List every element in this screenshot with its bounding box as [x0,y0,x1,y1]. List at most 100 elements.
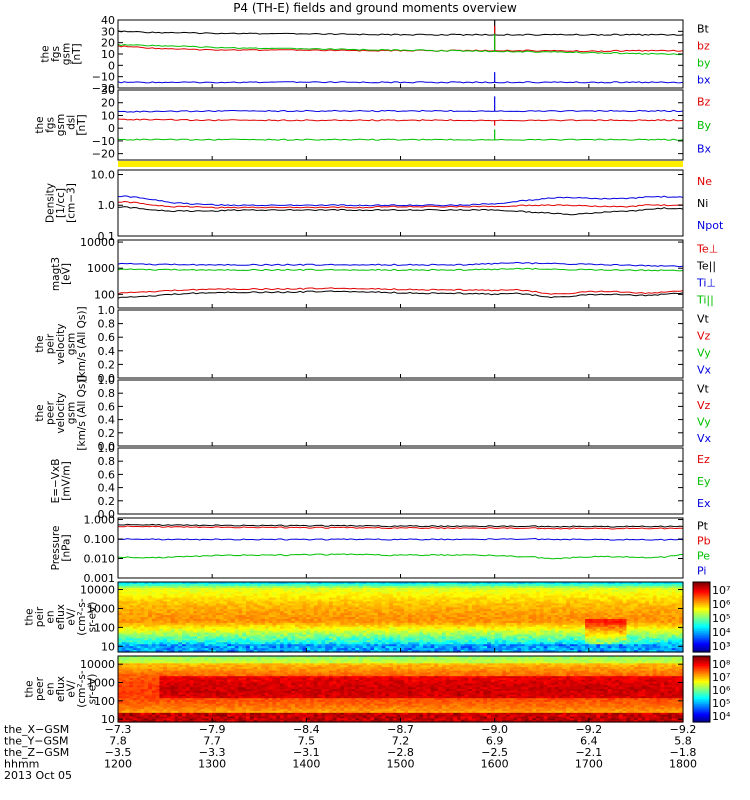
heatmap-cell [370,648,375,651]
heatmap-cell [392,615,398,618]
heatmap-cell [310,585,315,589]
heatmap-cell [445,607,451,610]
heatmap-cell [404,630,409,634]
heatmap-cell [144,587,149,591]
heatmap-cell [223,617,228,620]
heatmap-cell [607,644,613,647]
heatmap-cell [125,617,130,620]
heatmap-cell [313,615,319,618]
heatmap-cell [573,603,579,606]
heatmap-cell [509,595,515,599]
heatmap-cell [200,632,206,636]
heatmap-cell [581,628,586,632]
heatmap-cell [238,587,243,591]
heatmap-cell [362,593,368,597]
heatmap-cell [596,634,601,638]
legend-entry: by [697,57,711,70]
heatmap-cell [118,589,123,593]
heatmap-cell [389,593,394,597]
heatmap-cell [472,615,477,618]
heatmap-cell [581,603,586,606]
heatmap-cell [502,617,507,620]
heatmap-cell [219,642,225,645]
heatmap-cell [611,597,616,601]
heatmap-cell [366,650,371,653]
heatmap-cell [487,597,492,601]
heatmap-cell [332,613,338,616]
heatmap-cell [174,617,179,620]
heatmap-cell [227,646,232,649]
heatmap-cell [325,646,330,649]
heatmap-cell [366,609,371,612]
heatmap-cell [310,597,315,601]
heatmap-cell [396,638,402,641]
heatmap-cell [577,617,582,620]
heatmap-cell [453,640,458,643]
heatmap-cell [494,615,500,618]
heatmap-cell [381,630,387,634]
heatmap-cell [351,622,356,626]
heatmap-cell [163,630,168,634]
heatmap-cell [505,589,511,593]
heatmap-cell [468,624,473,628]
heatmap-cell [182,589,187,593]
heatmap-cell [449,620,454,624]
heatmap-cell [336,601,341,604]
heatmap-cell [426,605,432,608]
heatmap-cell [257,613,262,616]
heatmap-cell [336,620,341,624]
heatmap-cell [487,638,492,641]
heatmap-cell [558,601,564,604]
heatmap-cell [434,613,439,616]
heatmap-cell [419,603,424,606]
heatmap-cell [558,597,564,601]
heatmap-cell [347,624,353,628]
heatmap-cell [581,597,586,601]
heatmap-cell [554,591,560,595]
heatmap-cell [238,646,243,649]
heatmap-cell [426,648,432,651]
heatmap-cell [487,620,492,624]
heatmap-cell [592,626,597,630]
heatmap-cell [272,605,277,608]
heatmap-cell [212,589,217,593]
heatmap-cell [140,644,145,647]
heatmap-cell [238,626,243,630]
heatmap-cell [332,603,338,606]
heatmap-cell [408,620,413,624]
heatmap-cell [588,628,594,632]
heatmap-cell [430,622,435,626]
heatmap-cell [423,601,428,604]
heatmap-cell [359,585,364,589]
heatmap-cell [513,597,518,601]
heatmap-cell [219,587,225,591]
heatmap-cell [242,613,247,616]
heatmap-cell [344,622,349,626]
heatmap-cell [344,650,349,653]
heatmap-cell [611,617,616,620]
series-line-Te⊥ [117,287,684,295]
heatmap-cell [596,644,601,647]
heatmap-cell [502,630,507,634]
heatmap-cell [189,613,194,616]
heatmap-cell [596,624,601,628]
heatmap-cell [317,646,322,649]
heatmap-cell [306,632,311,636]
heatmap-cell [430,593,435,597]
heatmap-cell [449,601,454,604]
heatmap-cell [276,626,281,630]
heatmap-cell [359,593,364,597]
heatmap-cell [585,634,590,638]
heatmap-cell [287,603,292,606]
heatmap-cell [600,636,605,639]
heatmap-cell [227,585,232,589]
heatmap-cell [344,609,349,612]
heatmap-cell [592,630,597,634]
heatmap-cell [215,617,221,620]
heatmap-cell [392,618,398,622]
heatmap-cell [472,630,477,634]
heatmap-cell [193,618,198,622]
heatmap-cell [483,628,488,632]
heatmap-cell [200,595,206,599]
heatmap-cell [396,630,402,634]
